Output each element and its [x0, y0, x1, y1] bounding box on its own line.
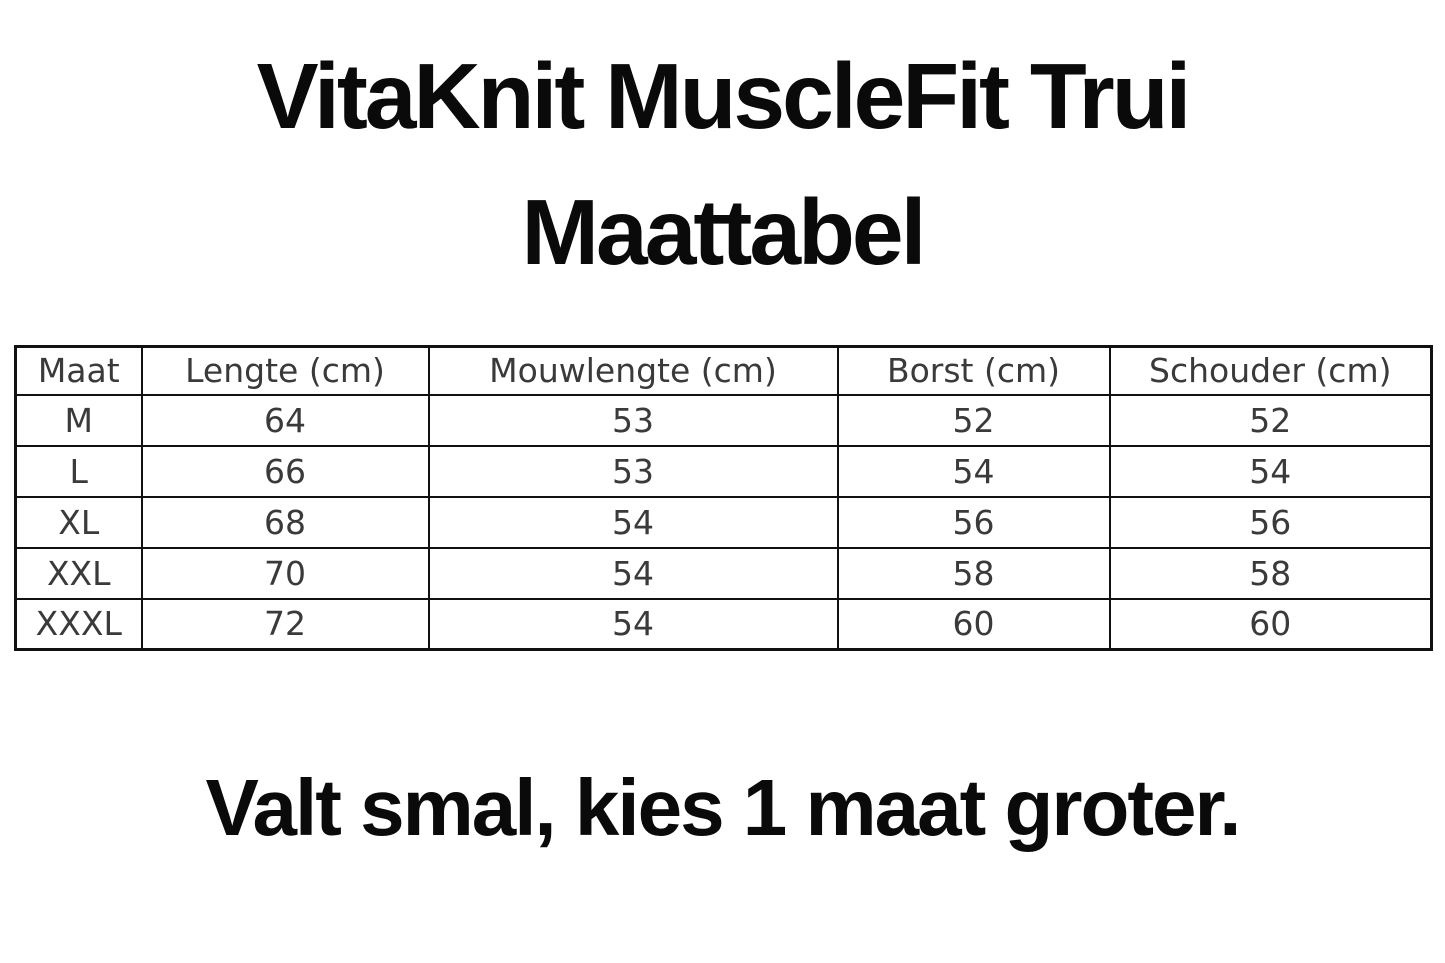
measurement-cell: 53	[427, 444, 839, 498]
column-header: Schouder (cm)	[1108, 345, 1433, 396]
measurement-cell: 54	[836, 444, 1111, 498]
size-label-cell: L	[14, 444, 143, 498]
size-label-cell: XXXL	[14, 597, 143, 651]
title-line-2: Maattabel	[521, 180, 927, 284]
table-row: XXXL 72 54 60 60	[14, 597, 1433, 651]
column-header: Borst (cm)	[836, 345, 1111, 396]
title-line-1: VitaKnit MuscleFit Trui	[256, 44, 1192, 148]
measurement-cell: 56	[1108, 495, 1433, 549]
size-table-header-row: Maat Lengte (cm) Mouwlengte (cm) Borst (cm)…	[14, 345, 1433, 396]
measurement-cell: 60	[1108, 597, 1433, 651]
column-header: Mouwlengte (cm)	[427, 345, 839, 396]
size-label-cell: XXL	[14, 546, 143, 600]
page-title: VitaKnit MuscleFit Trui Maattabel	[0, 28, 1445, 300]
measurement-cell: 54	[427, 495, 839, 549]
table-row: XL 68 54 56 56	[14, 495, 1433, 549]
measurement-cell: 53	[427, 393, 839, 447]
measurement-cell: 54	[1108, 444, 1433, 498]
measurement-cell: 52	[1108, 393, 1433, 447]
measurement-cell: 52	[836, 393, 1111, 447]
measurement-cell: 54	[427, 546, 839, 600]
table-row: L 66 53 54 54	[14, 444, 1433, 498]
size-label-cell: M	[14, 393, 143, 447]
table-row: XXL 70 54 58 58	[14, 546, 1433, 600]
measurement-cell: 58	[836, 546, 1111, 600]
measurement-cell: 70	[140, 546, 430, 600]
measurement-cell: 54	[427, 597, 839, 651]
measurement-cell: 68	[140, 495, 430, 549]
measurement-cell: 66	[140, 444, 430, 498]
measurement-cell: 56	[836, 495, 1111, 549]
measurement-cell: 60	[836, 597, 1111, 651]
measurement-cell: 58	[1108, 546, 1433, 600]
measurement-cell: 64	[140, 393, 430, 447]
column-header: Maat	[14, 345, 143, 396]
column-header: Lengte (cm)	[140, 345, 430, 396]
table-row: M 64 53 52 52	[14, 393, 1433, 447]
size-table-body: M 64 53 52 52 L 66 53 54 54 XL 68 54 56 56 XXL 70 54 58 58 X…	[14, 393, 1433, 651]
size-table: Maat Lengte (cm) Mouwlengte (cm) Borst (cm)…	[14, 345, 1433, 651]
measurement-cell: 72	[140, 597, 430, 651]
fit-note: Valt smal, kies 1 maat groter.	[205, 763, 1242, 852]
size-label-cell: XL	[14, 495, 143, 549]
